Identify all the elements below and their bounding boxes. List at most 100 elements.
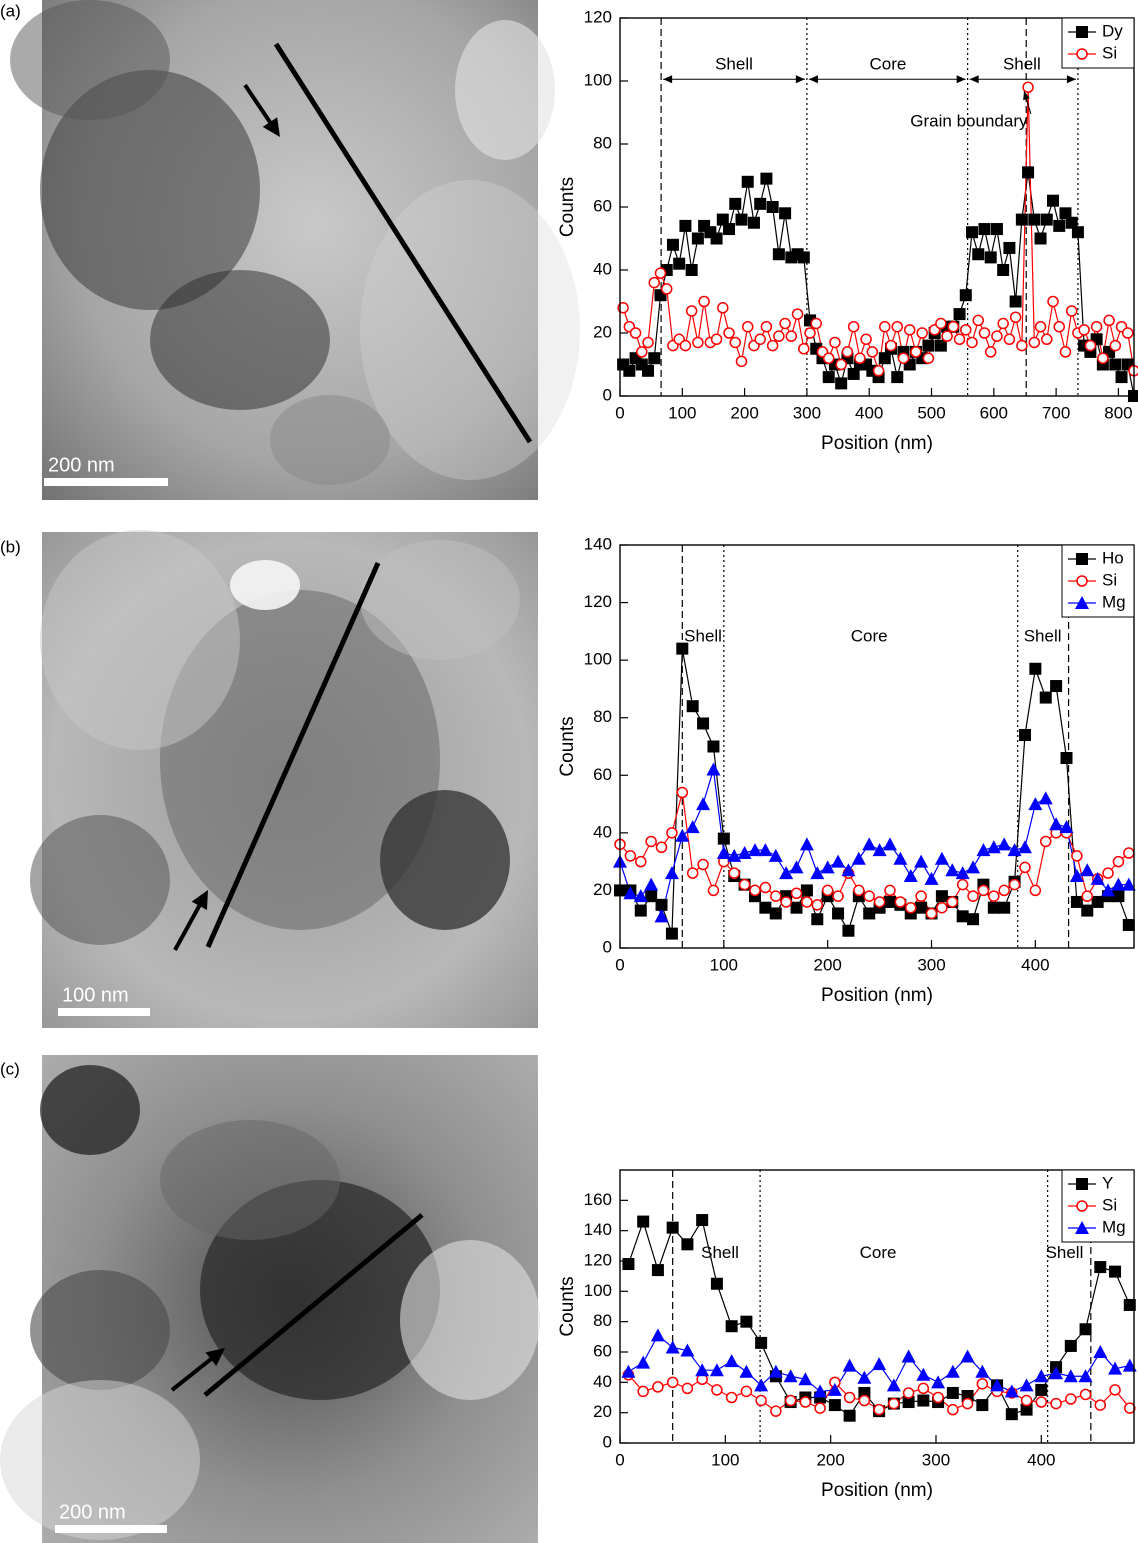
marker	[967, 337, 977, 347]
marker	[666, 1340, 680, 1353]
x-tick-label: 600	[980, 403, 1008, 422]
marker	[760, 883, 770, 893]
marker	[1036, 322, 1046, 332]
marker	[829, 1399, 841, 1411]
marker	[724, 328, 734, 338]
marker	[1080, 1323, 1092, 1335]
x-tick-label: 400	[1021, 955, 1049, 974]
marker	[968, 891, 978, 901]
marker	[937, 903, 947, 913]
chart: 0100200300400020406080100120140160Positi…	[557, 1170, 1137, 1501]
grain	[40, 530, 240, 750]
annotation: Core	[869, 55, 906, 74]
marker	[933, 1393, 943, 1403]
chart: 0100200300400020406080100120140Position …	[557, 534, 1136, 1006]
x-tick-label: 200	[730, 403, 758, 422]
marker	[991, 223, 1003, 235]
marker	[1029, 663, 1041, 675]
marker	[761, 322, 771, 332]
marker	[1093, 1345, 1107, 1358]
marker	[652, 1264, 664, 1276]
marker	[906, 903, 916, 913]
marker	[1079, 325, 1089, 335]
marker	[682, 1383, 692, 1393]
marker	[792, 888, 802, 898]
marker	[649, 278, 659, 288]
marker	[832, 907, 844, 919]
marker	[998, 319, 1008, 329]
marker	[918, 1383, 928, 1393]
panel-label: (c)	[0, 1059, 20, 1078]
marker	[696, 1214, 708, 1226]
marker	[1010, 296, 1022, 308]
marker	[738, 846, 752, 859]
marker	[635, 905, 647, 917]
marker	[967, 913, 979, 925]
marker	[942, 331, 952, 341]
marker	[811, 913, 823, 925]
marker	[1047, 195, 1059, 207]
marker	[802, 897, 812, 907]
marker	[790, 860, 804, 873]
marker	[718, 303, 728, 313]
marker	[1051, 1399, 1061, 1409]
scale-bar	[58, 1008, 150, 1016]
marker	[836, 360, 846, 370]
marker	[1023, 82, 1033, 92]
marker	[863, 907, 875, 919]
annotation: Shell	[715, 55, 753, 74]
x-tick-label: 300	[922, 1450, 950, 1469]
y-tick-label: 40	[593, 1372, 612, 1391]
marker	[667, 828, 677, 838]
marker	[779, 207, 791, 219]
marker	[771, 1406, 781, 1416]
marker	[927, 908, 937, 918]
marker	[726, 1320, 738, 1332]
marker	[697, 717, 709, 729]
marker	[735, 214, 747, 226]
x-tick-label: 800	[1104, 403, 1132, 422]
marker	[887, 1378, 901, 1391]
marker	[862, 837, 876, 850]
marker	[712, 334, 722, 344]
marker	[872, 1357, 886, 1370]
y-tick-label: 80	[593, 707, 612, 726]
marker	[935, 852, 949, 865]
marker	[755, 1337, 767, 1349]
marker	[1006, 1408, 1018, 1420]
marker	[677, 788, 687, 798]
grain	[10, 0, 170, 120]
marker	[936, 890, 948, 902]
marker	[1065, 1340, 1077, 1352]
marker	[978, 885, 988, 895]
y-tick-label: 80	[593, 133, 612, 152]
x-axis-label: Position (nm)	[821, 985, 933, 1006]
marker	[960, 289, 972, 301]
marker	[925, 872, 939, 885]
marker	[625, 851, 635, 861]
marker	[637, 1216, 649, 1228]
marker	[1004, 334, 1014, 344]
marker	[1053, 220, 1065, 232]
marker	[740, 1316, 752, 1328]
marker	[717, 846, 731, 859]
legend-box	[1062, 18, 1134, 68]
grain	[230, 560, 300, 610]
marker	[891, 371, 903, 383]
marker	[793, 309, 803, 319]
marker	[1081, 905, 1093, 917]
marker	[977, 1379, 987, 1389]
marker	[742, 176, 754, 188]
marker	[791, 902, 803, 914]
y-tick-label: 120	[584, 592, 612, 611]
marker	[1010, 880, 1020, 890]
grain	[455, 20, 555, 160]
marker	[916, 891, 926, 901]
y-tick-label: 0	[603, 937, 612, 956]
marker	[741, 1386, 751, 1396]
region-arrowhead	[1067, 75, 1076, 83]
marker	[954, 308, 966, 320]
marker	[911, 347, 921, 357]
marker	[842, 347, 852, 357]
annotation: Core	[860, 1243, 897, 1262]
